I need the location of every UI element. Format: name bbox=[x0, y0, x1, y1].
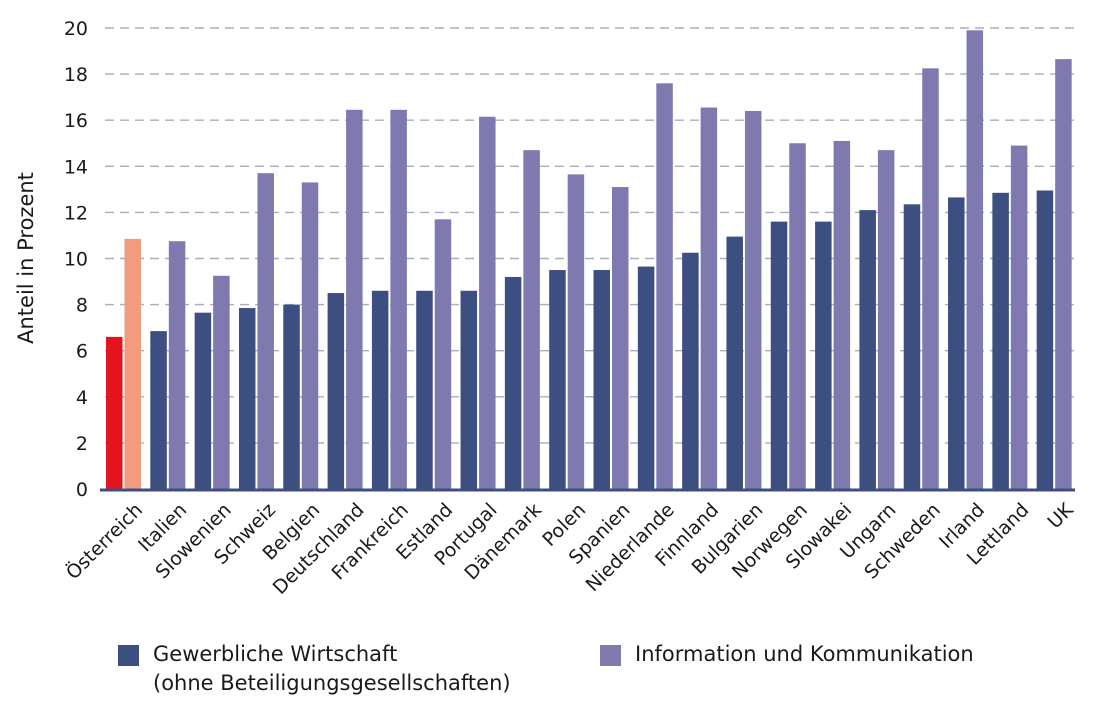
y-tick-label: 18 bbox=[64, 64, 88, 86]
bar-information-kommunikation bbox=[833, 140, 851, 489]
bar-information-kommunikation bbox=[213, 275, 230, 489]
y-tick-label: 0 bbox=[76, 479, 88, 501]
legend-item-gewerbliche-wirtschaft: Gewerbliche Wirtschaft (ohne Beteiligung… bbox=[118, 640, 511, 698]
y-tick-label: 12 bbox=[64, 202, 88, 224]
bar-information-kommunikation bbox=[257, 173, 274, 489]
legend-swatch-information-kommunikation bbox=[600, 645, 621, 666]
bars bbox=[106, 30, 1072, 490]
bar-gewerbliche-wirtschaft bbox=[416, 290, 433, 489]
bar-gewerbliche-wirtschaft bbox=[549, 270, 566, 489]
y-tick-label: 2 bbox=[76, 433, 88, 455]
bar-information-kommunikation bbox=[612, 187, 629, 490]
bar-information-kommunikation bbox=[523, 150, 540, 490]
bar-information-kommunikation bbox=[744, 110, 762, 489]
x-axis-labels: ÖsterreichItalienSlowenienSchweizBelgien… bbox=[61, 498, 1078, 599]
y-tick-label: 16 bbox=[64, 110, 88, 132]
bar-information-kommunikation bbox=[1055, 59, 1072, 490]
bar-gewerbliche-wirtschaft bbox=[194, 312, 212, 489]
y-tick-label: 14 bbox=[64, 156, 88, 178]
y-tick-label: 20 bbox=[64, 18, 88, 40]
bar-information-kommunikation bbox=[877, 150, 895, 490]
legend-label-gewerbliche-wirtschaft: Gewerbliche Wirtschaft (ohne Beteiligung… bbox=[153, 640, 511, 698]
legend-swatch-gewerbliche-wirtschaft bbox=[118, 645, 139, 666]
y-tick-label: 10 bbox=[64, 249, 88, 271]
bar-gewerbliche-wirtschaft bbox=[726, 236, 743, 489]
bar-gewerbliche-wirtschaft bbox=[815, 221, 832, 489]
bar-gewerbliche-wirtschaft bbox=[593, 270, 610, 489]
legend: Gewerbliche Wirtschaft (ohne Beteiligung… bbox=[118, 640, 1078, 710]
bar-gewerbliche-wirtschaft bbox=[1036, 190, 1054, 489]
bar-gewerbliche-wirtschaft bbox=[637, 266, 655, 489]
bar-gewerbliche-wirtschaft bbox=[903, 204, 921, 489]
gridlines bbox=[105, 27, 1075, 444]
bar-gewerbliche-wirtschaft bbox=[371, 290, 389, 489]
y-axis-title: Anteil in Prozent bbox=[14, 172, 38, 344]
bar-information-kommunikation bbox=[168, 241, 186, 489]
bar-gewerbliche-wirtschaft bbox=[238, 308, 256, 489]
bar-information-kommunikation bbox=[1010, 145, 1028, 489]
bar-gewerbliche-wirtschaft bbox=[327, 293, 345, 489]
legend-item-information-kommunikation: Information und Kommunikation bbox=[600, 640, 974, 669]
bar-gewerbliche-wirtschaft bbox=[460, 290, 478, 489]
bar-gewerbliche-wirtschaft bbox=[859, 210, 876, 489]
y-tick-label: 4 bbox=[76, 387, 88, 409]
bar-gewerbliche-wirtschaft bbox=[682, 252, 699, 489]
bar-information-kommunikation bbox=[346, 109, 363, 489]
y-axis-ticks: 0 2 4 6 8 10 12 14 16 18 20 bbox=[64, 18, 88, 501]
bar-information-kommunikation bbox=[966, 30, 984, 490]
bar-gewerbliche-wirtschaft bbox=[283, 304, 300, 489]
bar-information-kommunikation bbox=[434, 219, 452, 489]
x-category-label: UK bbox=[1044, 499, 1079, 534]
bar-information-kommunikation bbox=[656, 83, 673, 489]
bar-information-kommunikation bbox=[700, 107, 718, 490]
legend-label-line2: (ohne Beteiligungsgesellschaften) bbox=[153, 671, 511, 695]
bar-information-kommunikation bbox=[789, 143, 806, 489]
legend-label-line1: Gewerbliche Wirtschaft bbox=[153, 642, 398, 666]
bar-information-kommunikation bbox=[922, 68, 939, 490]
y-tick-label: 8 bbox=[76, 295, 88, 317]
bar-gewerbliche-wirtschaft bbox=[504, 276, 522, 489]
bar-information-kommunikation bbox=[479, 116, 496, 490]
bar-information-kommunikation bbox=[567, 174, 585, 489]
y-tick-label: 6 bbox=[76, 341, 88, 363]
bar-chart: 0 2 4 6 8 10 12 14 16 18 20 ÖsterreichItalienSlowe… bbox=[14, 18, 1078, 599]
bar-gewerbliche-wirtschaft bbox=[992, 192, 1009, 489]
bar-information-kommunikation bbox=[390, 109, 407, 489]
bar-information-kommunikation bbox=[301, 182, 319, 489]
legend-label-information-kommunikation: Information und Kommunikation bbox=[635, 640, 974, 669]
bar-gewerbliche-wirtschaft bbox=[948, 197, 965, 490]
bar-gewerbliche-wirtschaft bbox=[106, 336, 123, 489]
legend-label-line1: Information und Kommunikation bbox=[635, 642, 974, 666]
bar-information-kommunikation bbox=[124, 238, 141, 489]
bar-gewerbliche-wirtschaft bbox=[770, 221, 788, 489]
bar-gewerbliche-wirtschaft bbox=[150, 331, 167, 489]
